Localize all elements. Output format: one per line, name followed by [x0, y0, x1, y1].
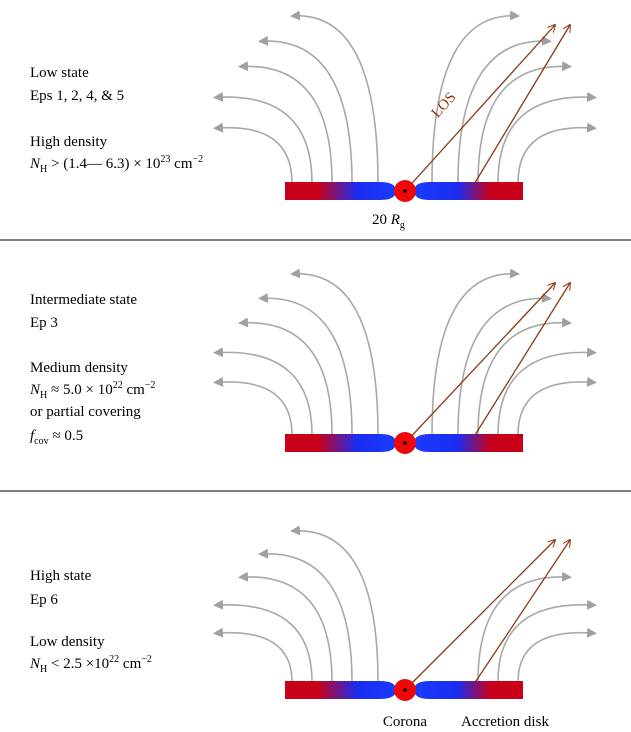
accretion-disk — [414, 681, 523, 699]
outflow-arrow — [498, 352, 595, 435]
outflow-arrow — [215, 352, 312, 435]
accretion-disk — [285, 681, 396, 699]
outflow-arrow — [215, 605, 312, 682]
outflow-arrow — [498, 97, 595, 183]
outflow-arrow — [240, 323, 332, 435]
accretion-disk — [285, 434, 396, 452]
relation: ≈ 5.0 × 10 — [47, 382, 112, 398]
outflow-arrow — [478, 66, 570, 183]
subscript: g — [400, 220, 405, 231]
density: Low density — [30, 634, 105, 650]
subscript: H — [40, 164, 47, 175]
outflow-arrow — [292, 531, 378, 682]
unit-exponent: −2 — [145, 380, 156, 391]
unit: cm — [119, 656, 141, 672]
episodes: Eps 1, 2, 4, & 5 — [30, 88, 124, 104]
accretion-disk — [414, 182, 523, 200]
state: Low state — [30, 65, 89, 81]
column-density: NH ≈ 5.0 × 1022 cm−2 — [29, 380, 155, 401]
outflow-arrow — [478, 577, 570, 682]
unit-exponent: −2 — [193, 154, 204, 165]
episodes: Ep 6 — [30, 592, 58, 608]
unit-exponent: −2 — [141, 654, 152, 665]
outflow-arrow — [498, 605, 595, 682]
density: Medium density — [30, 360, 128, 376]
outflow-arrow — [260, 41, 352, 183]
column-density: NH < 2.5 ×1022 cm−2 — [29, 654, 152, 675]
outflow-arrow — [260, 554, 352, 682]
outflow-arrow — [518, 128, 595, 183]
unit: cm — [170, 156, 192, 172]
outflow-arrow — [458, 41, 550, 183]
outflow-arrow — [240, 66, 332, 183]
subscript: H — [40, 664, 47, 675]
shapes — [215, 16, 595, 701]
state: Intermediate state — [30, 292, 137, 308]
exponent: 22 — [113, 380, 123, 391]
outflow-arrow — [292, 274, 378, 435]
accretion-disk — [285, 182, 396, 200]
unit: cm — [123, 382, 145, 398]
black-hole — [403, 189, 407, 193]
outflow-arrow — [215, 128, 292, 183]
column-density: NH > (1.4— 6.3) × 1023 cm−2 — [29, 154, 203, 175]
relation: ≈ 0.5 — [49, 428, 83, 444]
relation: < 2.5 ×10 — [47, 656, 109, 672]
density: High density — [30, 134, 108, 150]
outflow-arrow — [215, 382, 292, 435]
black-hole — [403, 441, 407, 445]
scale-label: 20 Rg — [372, 212, 405, 231]
corona-label: Corona — [383, 714, 428, 730]
outflow-arrow — [292, 16, 378, 183]
los-label: LOS — [429, 89, 460, 121]
outflow-arrow — [215, 97, 312, 183]
alternative: or partial covering — [30, 404, 141, 420]
subscript: cov — [34, 436, 48, 447]
outflow-arrow — [432, 274, 518, 435]
exponent: 23 — [160, 154, 170, 165]
relation: > (1.4— 6.3) × 10 — [47, 156, 160, 172]
outflow-arrow — [260, 298, 352, 435]
episodes: Ep 3 — [30, 315, 58, 331]
outflow-arrow — [215, 633, 292, 682]
accretion-disk — [414, 434, 523, 452]
outflow-arrow — [458, 298, 550, 435]
figure: Low state Eps 1, 2, 4, & 5 High density … — [0, 0, 631, 732]
outflow-arrow — [240, 577, 332, 682]
state: High state — [30, 568, 92, 584]
black-hole — [403, 688, 407, 692]
subscript: H — [40, 390, 47, 401]
symbol: R — [390, 212, 400, 228]
outflow-arrow — [518, 382, 595, 435]
outflow-arrow — [518, 633, 595, 682]
exponent: 22 — [109, 654, 119, 665]
covering-fraction: fcov ≈ 0.5 — [30, 428, 83, 447]
disk-label: Accretion disk — [461, 714, 549, 730]
value: 20 — [372, 212, 391, 228]
outflow-arrow — [478, 323, 570, 435]
